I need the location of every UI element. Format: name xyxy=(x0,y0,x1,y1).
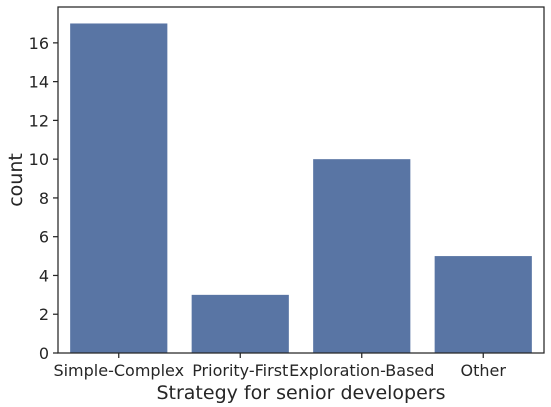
x-tick-label: Priority-First xyxy=(192,361,288,380)
plot-frame xyxy=(57,6,545,354)
y-tick-label: 6 xyxy=(39,228,49,247)
bar-other xyxy=(434,256,532,353)
bar-priority-first xyxy=(191,294,289,353)
x-axis-title: Strategy for senior developers xyxy=(156,382,445,404)
y-tick-label: 10 xyxy=(29,150,49,169)
y-tick-label: 8 xyxy=(39,189,49,208)
x-ticks-group: Simple-Complex Priority-First Exploration-… xyxy=(53,353,506,380)
y-tick-label: 16 xyxy=(29,34,49,53)
y-axis-title: count xyxy=(5,153,27,207)
x-tick-label: Other xyxy=(461,361,507,380)
y-tick-label: 0 xyxy=(39,344,49,363)
y-tick-label: 14 xyxy=(29,73,49,92)
y-ticks-group: 0 2 4 6 8 10 12 14 16 xyxy=(29,34,58,363)
y-tick-label: 12 xyxy=(29,111,49,130)
bar-simple-complex xyxy=(70,23,168,353)
y-tick-label: 4 xyxy=(39,266,49,285)
x-tick-label: Simple-Complex xyxy=(53,361,184,380)
x-tick-label: Exploration-Based xyxy=(289,361,434,380)
y-tick-label: 2 xyxy=(39,305,49,324)
bars-group xyxy=(70,23,532,353)
bar-exploration-based xyxy=(313,159,411,353)
